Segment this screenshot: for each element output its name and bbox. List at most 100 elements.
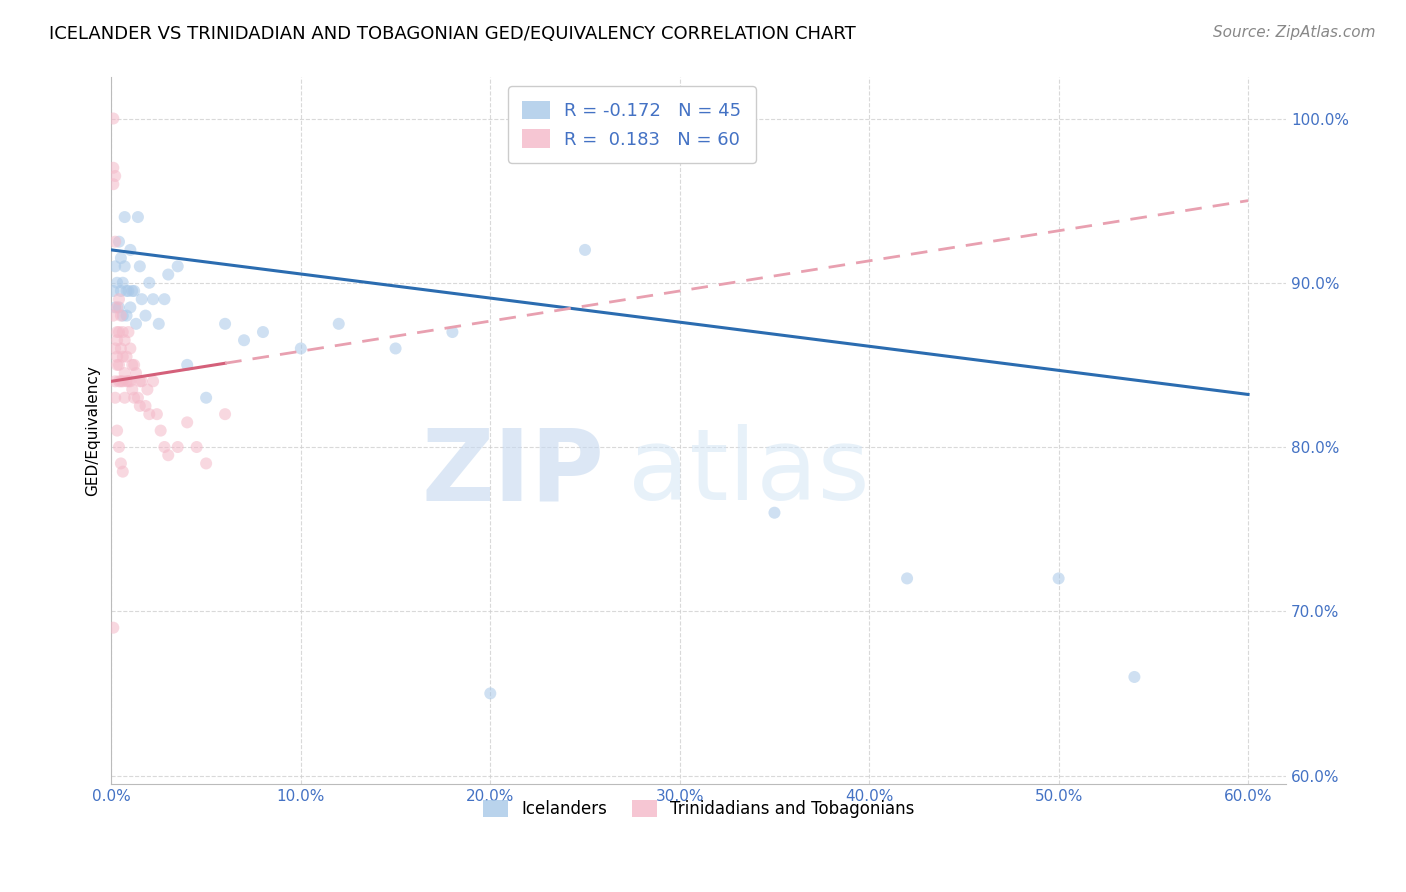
- Point: [108, 301, 131, 315]
- Point: [214, 407, 236, 421]
- Point: [111, 325, 134, 339]
- Point: [115, 374, 138, 388]
- Point: [114, 260, 136, 274]
- Point: [105, 350, 128, 364]
- Point: [128, 374, 150, 388]
- Point: [136, 383, 159, 397]
- Point: [384, 342, 406, 356]
- Point: [108, 325, 131, 339]
- Text: Source: ZipAtlas.com: Source: ZipAtlas.com: [1212, 25, 1375, 40]
- Point: [128, 399, 150, 413]
- Point: [134, 309, 156, 323]
- Legend: Icelanders, Trinidadians and Tobagonians: Icelanders, Trinidadians and Tobagonians: [477, 793, 921, 825]
- Point: [115, 350, 138, 364]
- Point: [117, 374, 139, 388]
- Point: [125, 366, 148, 380]
- Point: [128, 260, 150, 274]
- Point: [115, 309, 138, 323]
- Point: [176, 416, 198, 430]
- Point: [110, 457, 132, 471]
- Point: [153, 440, 176, 454]
- Point: [290, 342, 312, 356]
- Point: [105, 276, 128, 290]
- Point: [117, 325, 139, 339]
- Point: [117, 284, 139, 298]
- Point: [105, 358, 128, 372]
- Point: [120, 301, 142, 315]
- Point: [195, 457, 218, 471]
- Point: [142, 374, 165, 388]
- Point: [103, 161, 125, 175]
- Point: [110, 342, 132, 356]
- Point: [121, 358, 143, 372]
- Point: [233, 333, 256, 347]
- Point: [111, 465, 134, 479]
- Point: [214, 317, 236, 331]
- Text: ZIP: ZIP: [422, 425, 605, 522]
- Point: [110, 284, 132, 298]
- Point: [104, 260, 127, 274]
- Point: [108, 235, 131, 249]
- Point: [186, 440, 208, 454]
- Point: [153, 292, 176, 306]
- Point: [120, 342, 142, 356]
- Point: [134, 399, 156, 413]
- Point: [114, 210, 136, 224]
- Point: [108, 292, 131, 306]
- Text: atlas: atlas: [628, 425, 870, 522]
- Point: [105, 325, 128, 339]
- Point: [1123, 670, 1146, 684]
- Point: [104, 235, 127, 249]
- Point: [103, 621, 125, 635]
- Point: [104, 342, 127, 356]
- Point: [120, 243, 142, 257]
- Point: [127, 210, 149, 224]
- Point: [104, 169, 127, 183]
- Point: [157, 268, 180, 282]
- Point: [166, 260, 188, 274]
- Point: [122, 284, 145, 298]
- Point: [896, 571, 918, 585]
- Point: [111, 309, 134, 323]
- Point: [110, 309, 132, 323]
- Text: ICELANDER VS TRINIDADIAN AND TOBAGONIAN GED/EQUIVALENCY CORRELATION CHART: ICELANDER VS TRINIDADIAN AND TOBAGONIAN …: [49, 25, 856, 43]
- Point: [121, 383, 143, 397]
- Point: [108, 374, 131, 388]
- Point: [148, 317, 170, 331]
- Point: [120, 374, 142, 388]
- Point: [104, 301, 127, 315]
- Point: [138, 407, 160, 421]
- Point: [1047, 571, 1070, 585]
- Point: [111, 350, 134, 364]
- Point: [131, 374, 153, 388]
- Point: [114, 391, 136, 405]
- Point: [110, 251, 132, 265]
- Point: [114, 333, 136, 347]
- Point: [103, 112, 125, 126]
- Point: [763, 506, 786, 520]
- Point: [103, 309, 125, 323]
- Y-axis label: GED/Equivalency: GED/Equivalency: [86, 365, 100, 496]
- Point: [574, 243, 596, 257]
- Point: [131, 292, 153, 306]
- Point: [110, 374, 132, 388]
- Point: [157, 448, 180, 462]
- Point: [114, 366, 136, 380]
- Point: [122, 391, 145, 405]
- Point: [105, 333, 128, 347]
- Point: [125, 317, 148, 331]
- Point: [103, 284, 125, 298]
- Point: [111, 276, 134, 290]
- Point: [104, 374, 127, 388]
- Point: [149, 424, 172, 438]
- Point: [479, 686, 502, 700]
- Point: [252, 325, 274, 339]
- Point: [441, 325, 464, 339]
- Point: [122, 358, 145, 372]
- Point: [111, 374, 134, 388]
- Point: [115, 284, 138, 298]
- Point: [127, 391, 149, 405]
- Point: [108, 440, 131, 454]
- Point: [105, 301, 128, 315]
- Point: [176, 358, 198, 372]
